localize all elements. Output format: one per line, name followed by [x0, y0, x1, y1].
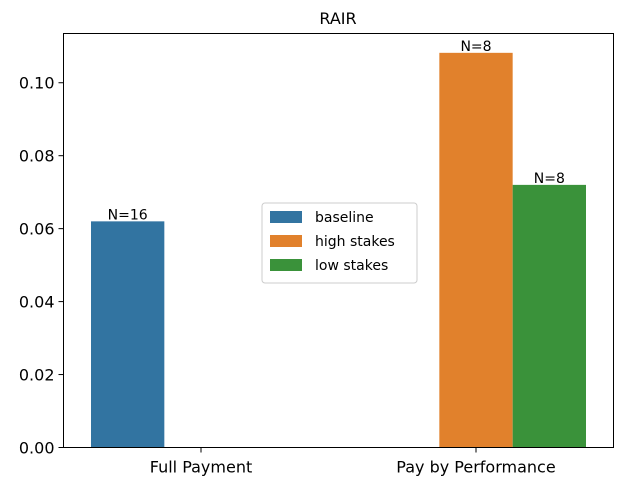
y-axis: 0.00 0.02 0.04 0.06 0.08 0.10 [19, 74, 64, 458]
legend: baseline high stakes low stakes [261, 202, 418, 284]
y-tick-label: 0.02 [19, 366, 55, 385]
legend-swatch [270, 211, 302, 223]
bar-baseline-full-payment [91, 221, 165, 448]
y-tick-label: 0.10 [19, 74, 55, 93]
bar-low-stakes-pay-by-performance [512, 184, 586, 448]
y-tick-label: 0.04 [19, 293, 55, 312]
y-tick-label: 0.00 [19, 439, 55, 458]
legend-label: high stakes [315, 234, 395, 250]
plot-frame [63, 33, 614, 448]
legend-swatch [270, 235, 302, 247]
bars-group [91, 52, 586, 448]
y-tick-label: 0.08 [19, 147, 55, 166]
bar-count-label: N=8 [534, 171, 565, 187]
bar-count-label: N=8 [460, 39, 491, 55]
x-axis: Full Payment Pay by Performance [150, 447, 556, 477]
x-tick-label: Full Payment [150, 458, 253, 477]
chart-title: RAIR [319, 9, 356, 28]
bar-high-stakes-pay-by-performance [439, 52, 513, 448]
y-tick-label: 0.06 [19, 220, 55, 239]
legend-label: baseline [315, 210, 374, 226]
bar-count-label: N=16 [108, 207, 148, 223]
bar-labels-group: N=16 N=8 N=8 [108, 39, 565, 224]
x-tick-label: Pay by Performance [396, 458, 555, 477]
legend-label: low stakes [315, 258, 388, 274]
legend-swatch [270, 259, 302, 271]
